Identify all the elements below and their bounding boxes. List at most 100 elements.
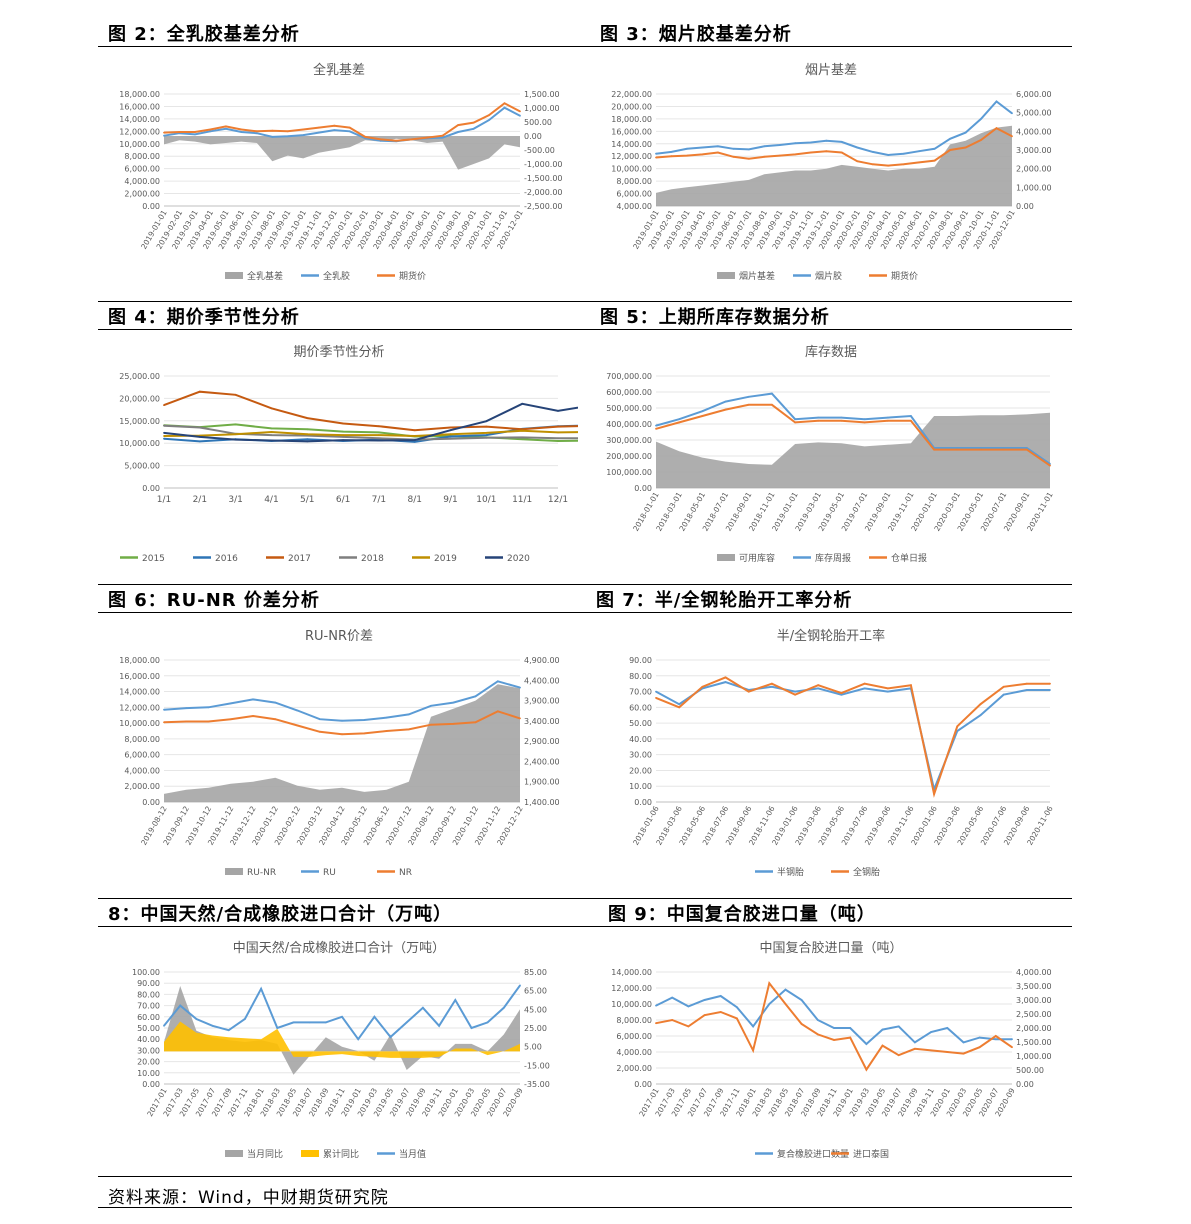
data-point [752,1049,754,1052]
data-point [422,1006,424,1009]
data-point [979,703,982,706]
data-point [747,403,750,406]
data-point [747,690,750,693]
legend-label: 全乳基差 [247,270,283,282]
y-tick-label: 50.00 [137,1024,160,1033]
data-point [163,721,165,724]
legend-label: 当月值 [399,1148,426,1160]
data-point [771,682,773,685]
data-point [276,1027,279,1029]
data-point [949,137,951,140]
data-point [655,690,657,693]
data-point [496,710,499,713]
data-point [503,102,506,105]
chart-svg: 中国复合胶进口量（吨） 14,000.00 12,000.00 10,000.00 8,… [611,940,1052,1160]
rule-top-2 [98,301,1072,302]
data-point [449,426,452,429]
data-point [209,130,212,133]
data-point [207,706,210,709]
data-point [910,415,912,417]
y-tick-label: 4,000.00 [616,202,652,211]
data-point [1025,447,1028,449]
y2-tick-label: 4,400.00 [524,676,560,685]
y-tick-label: 12,000.00 [119,127,160,136]
data-point [252,715,254,717]
y-tick-label: 60.00 [629,703,652,712]
legend-label: 全乳胶 [323,270,350,282]
legend-label: 2020 [507,554,530,564]
y-tick-label: 14,000.00 [611,140,652,149]
data-point [185,720,188,723]
y-tick-label: 20.00 [629,766,652,775]
y-tick-label: 20.00 [137,1058,160,1067]
data-point [980,139,982,141]
data-point [413,441,416,443]
chart-title: 全乳基差 [313,62,365,78]
data-point [748,157,750,160]
data-point [794,142,797,145]
y2-tick-label: 0.00 [1016,1080,1034,1089]
data-point [163,404,165,406]
series-line-仓单日报 [655,403,1051,467]
data-point [914,1041,916,1044]
legend-label: 2019 [434,554,457,564]
data-point [736,1017,738,1020]
data-point [341,733,343,736]
chart-title: RU-NR价差 [305,629,373,644]
data-point [485,436,488,439]
legend-label: 复合橡胶进口数量 [777,1148,849,1160]
data-point [405,1021,408,1024]
legend-label: NR [399,868,412,878]
data-point [678,703,681,706]
data-point [270,439,273,442]
legend-label: 可用库容 [739,552,775,564]
legend-label: 烟片基差 [739,270,775,282]
data-point [324,1021,327,1024]
data-point [521,429,524,432]
data-point [207,720,210,723]
data-point [964,131,967,134]
chart-svg: 半/全钢轮胎开工率 90.00 80.00 70.00 60.00 50.00 40.00 3… [629,628,1055,878]
data-point [671,1019,674,1021]
data-point [933,147,936,150]
y-tick-label: 90.00 [629,656,652,665]
data-point [163,134,165,137]
data-point [670,151,673,153]
data-point [886,690,889,693]
legend-label: RU [323,868,336,878]
legend-label: 半钢胎 [777,866,804,878]
data-point [863,682,866,685]
y-tick-label: 14,000.00 [119,115,160,124]
data-point [503,106,506,109]
series-line-全钢胎 [655,676,1050,798]
legend-swatch [717,554,735,561]
data-point [449,429,452,432]
data-point [840,693,843,696]
chart-panel-8: 中国天然/合成橡胶进口合计（万吨） 100.00 90.00 80.00 70.00 60… [100,930,578,1170]
data-point [195,1018,198,1020]
data-point [179,1004,182,1007]
data-point [701,146,704,149]
data-point [930,1031,932,1033]
data-point [178,131,181,133]
y2-tick-label: 3,500.00 [1016,982,1052,991]
data-point [887,154,890,156]
data-point [1011,1046,1013,1049]
x-tick-label: 8/1 [407,495,421,505]
y-tick-label: 20,000.00 [119,394,160,403]
data-point [413,439,416,441]
data-point [655,1004,657,1007]
data-point [817,687,820,690]
data-point [163,424,165,427]
y-tick-label: 40.00 [629,735,652,744]
legend-label: 期货价 [891,270,918,282]
y-tick-label: 80.00 [629,672,652,681]
y2-tick-label: 5,000.00 [1016,109,1052,118]
data-point [994,1038,997,1041]
x-tick-label: 2/1 [193,495,207,505]
data-point [768,982,771,985]
y-tick-label: 25,000.00 [119,372,160,381]
data-point [956,725,959,728]
data-point [317,131,320,134]
y2-tick-label: 500.00 [524,118,552,127]
